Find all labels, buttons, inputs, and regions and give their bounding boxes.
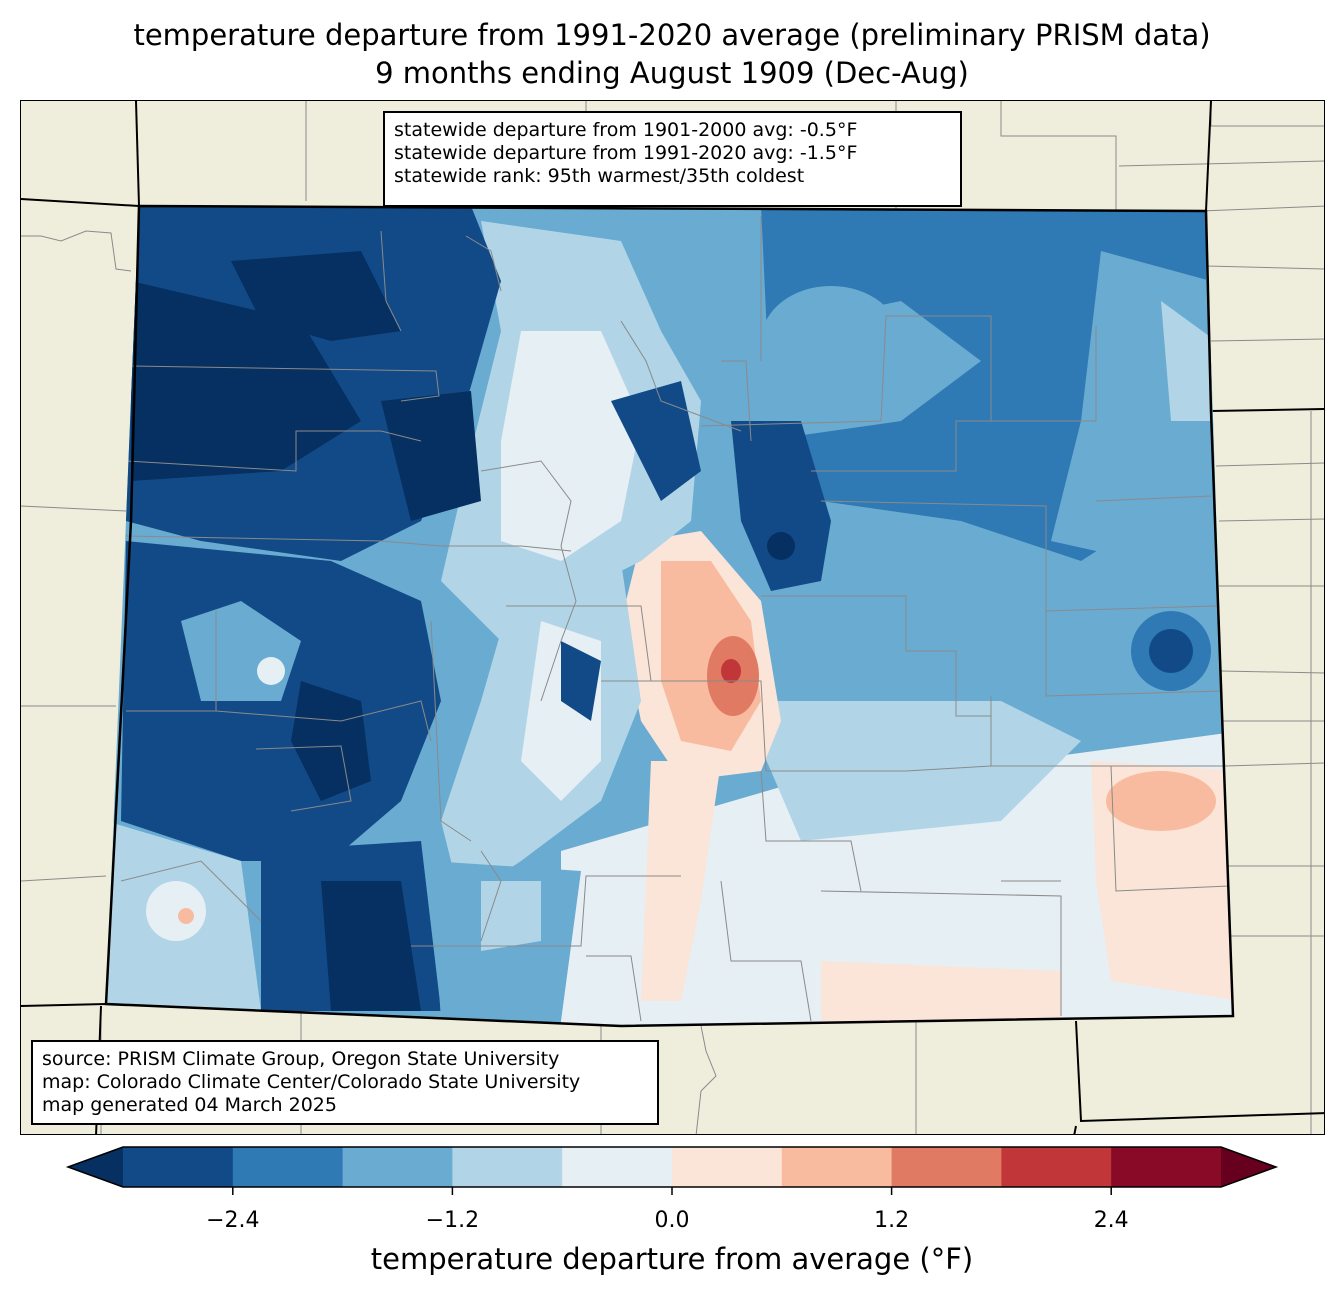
colorbar-under-arrow (68, 1147, 123, 1187)
colorbar-band (123, 1147, 234, 1187)
stats-departure-1901-2000: statewide departure from 1901-2000 avg: … (394, 119, 858, 141)
stats-rank: statewide rank: 95th warmest/35th coldes… (394, 165, 805, 187)
colorbar-band (672, 1147, 783, 1187)
map-subtitle: 9 months ending August 1909 (Dec-Aug) (375, 56, 969, 90)
statewide-stats-box: statewide departure from 1901-2000 avg: … (383, 111, 962, 207)
colorado-county-lines (120, 216, 1230, 1022)
generated-date-line: map generated 04 March 2025 (42, 1094, 337, 1116)
colorbar-band (1111, 1147, 1222, 1187)
colorbar-band (452, 1147, 563, 1187)
colorbar-band (562, 1147, 673, 1187)
colorbar-band (342, 1147, 453, 1187)
colorbar-scale (65, 1146, 1279, 1195)
colorbar-label: temperature departure from average (°F) (370, 1242, 974, 1276)
temperature-field (106, 206, 1233, 1026)
colorbar-band (232, 1147, 344, 1187)
stats-departure-1991-2020: statewide departure from 1991-2020 avg: … (394, 142, 858, 164)
colorbar-tick-label: 0.0 (654, 1208, 690, 1233)
colorado-map (21, 101, 1324, 1134)
colorbar-tick-label: 2.4 (1093, 1208, 1129, 1233)
colorbar-outline (65, 1146, 1279, 1188)
colorbar-band (1001, 1147, 1112, 1187)
map-credit-line: map: Colorado Climate Center/Colorado St… (42, 1071, 581, 1093)
map-title: temperature departure from 1991-2020 ave… (133, 18, 1211, 52)
colorbar-tick-label: 1.2 (874, 1208, 910, 1233)
source-line: source: PRISM Climate Group, Oregon Stat… (42, 1048, 560, 1070)
colorbar: −2.4 −1.2 0.0 1.2 2.4 temperature departure … (0, 1140, 1344, 1300)
colorbar-tick-label: −2.4 (206, 1208, 260, 1233)
colorbar-tick-label: −1.2 (425, 1208, 480, 1233)
map-frame (20, 100, 1325, 1135)
colorbar-over-arrow (1221, 1147, 1276, 1187)
colorado-border (104, 204, 1235, 1028)
colorbar-band (781, 1147, 893, 1187)
colorbar-band (891, 1147, 1002, 1187)
source-box: source: PRISM Climate Group, Oregon Stat… (31, 1040, 659, 1125)
